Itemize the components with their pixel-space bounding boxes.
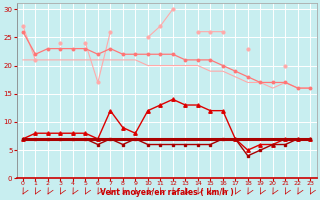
X-axis label: Vent moyen/en rafales ( km/h ): Vent moyen/en rafales ( km/h ) [100, 188, 234, 197]
